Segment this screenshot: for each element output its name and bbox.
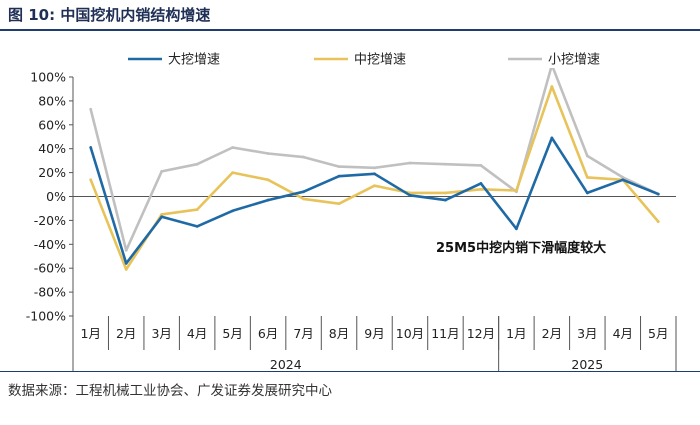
x-tick-label: 1月	[81, 326, 101, 341]
y-tick-label: -100%	[26, 309, 66, 324]
data-point	[302, 197, 305, 201]
data-point	[585, 175, 589, 179]
data-point	[195, 224, 199, 228]
x-tick-label: 10月	[396, 326, 424, 341]
data-point	[231, 146, 235, 149]
data-point	[160, 213, 164, 216]
y-axis: 100% 80% 60% 40% 20% 0% -20% -40% -60% -80% -100%	[26, 70, 74, 324]
data-point	[550, 136, 554, 140]
chart-annotation: 25M5中挖内销下滑幅度较大	[436, 240, 606, 256]
x-tick-label: 3月	[577, 326, 597, 341]
data-point	[124, 262, 128, 265]
x-tick-label: 5月	[648, 326, 668, 341]
y-tick-label: -80%	[34, 285, 66, 300]
data-point	[585, 191, 589, 195]
x-tick-label: 6月	[258, 326, 278, 341]
data-point	[373, 166, 376, 170]
data-point	[373, 184, 376, 188]
figure-title-text: 中国挖机内销结构增速	[60, 6, 211, 24]
data-point	[444, 191, 447, 195]
data-point	[89, 178, 93, 182]
data-point	[585, 154, 589, 158]
data-point	[160, 170, 164, 173]
data-point	[337, 202, 341, 206]
data-point	[514, 227, 518, 231]
data-point	[266, 198, 270, 202]
data-point	[89, 146, 93, 149]
x-tick-label: 2月	[116, 326, 136, 341]
legend-label: 大挖增速	[168, 53, 220, 68]
y-tick-label: 60%	[38, 117, 66, 132]
x-tick-label: 3月	[151, 326, 171, 341]
data-point	[337, 165, 341, 169]
data-point	[621, 178, 625, 182]
y-tick-label: 100%	[30, 70, 66, 85]
x-tick-label: 7月	[293, 326, 313, 341]
x-tick-label: 5月	[222, 326, 242, 341]
x-tick-label: 4月	[187, 326, 207, 341]
data-point	[479, 181, 483, 185]
data-point	[195, 208, 199, 212]
data-point	[302, 190, 305, 194]
data-point	[408, 161, 412, 165]
data-point	[408, 193, 412, 197]
legend-label: 中挖增速	[354, 53, 406, 68]
data-point	[195, 162, 199, 166]
x-tick-label: 1月	[506, 326, 526, 341]
data-point	[337, 174, 341, 178]
x-tick-label: 2月	[542, 326, 562, 341]
data-point	[656, 220, 660, 223]
data-point	[302, 155, 305, 159]
data-point	[231, 209, 235, 213]
legend: 大挖增速 中挖增速 小挖增速	[128, 53, 600, 68]
data-point	[479, 164, 483, 167]
data-point	[479, 187, 483, 191]
series-line-small	[89, 68, 660, 252]
line-chart: 大挖增速 中挖增速 小挖增速 100% 80% 60% 40% 20% 0% -20% -40% -…	[26, 53, 677, 372]
data-point	[266, 152, 270, 155]
x-year-label: 2025	[571, 357, 603, 372]
data-point	[550, 85, 554, 88]
top-rule	[0, 29, 700, 31]
data-point	[266, 178, 270, 182]
y-tick-label: 40%	[38, 141, 66, 156]
source-note: 数据来源：工程机械工业协会、广发证券发展研究中心	[8, 383, 332, 399]
y-tick-label: -60%	[34, 261, 66, 276]
data-point	[656, 192, 660, 196]
data-point	[373, 172, 376, 176]
data-point	[444, 162, 447, 166]
figure-title: 图 10: 中国挖机内销结构增速	[8, 4, 210, 25]
data-point	[444, 198, 447, 202]
y-tick-label: -40%	[34, 237, 66, 252]
data-point	[621, 175, 625, 179]
legend-label: 小挖增速	[548, 53, 600, 68]
bottom-rule	[0, 371, 700, 372]
y-tick-label: 0%	[46, 189, 66, 204]
x-axis: 1月 2月 3月 4月 5月 6月 7月 8月 9月 10月 11月 12月 1月 2月 3月 4月 5月 202…	[72, 196, 677, 372]
figure-number: 图 10:	[8, 6, 56, 24]
x-year-label: 2024	[270, 357, 302, 372]
data-point	[160, 215, 164, 219]
x-tick-label: 4月	[613, 326, 633, 341]
data-point	[514, 189, 518, 192]
data-point	[124, 267, 128, 271]
data-point	[231, 171, 235, 175]
y-tick-label: 20%	[38, 165, 66, 180]
x-tick-label: 11月	[431, 326, 459, 341]
x-tick-label: 8月	[329, 326, 349, 341]
series-lines	[89, 68, 660, 271]
y-tick-label: 80%	[38, 93, 66, 108]
y-tick-label: -20%	[34, 213, 66, 228]
x-tick-label: 9月	[364, 326, 384, 341]
data-point	[89, 107, 93, 111]
data-point	[124, 248, 128, 252]
x-tick-label: 12月	[467, 326, 495, 341]
